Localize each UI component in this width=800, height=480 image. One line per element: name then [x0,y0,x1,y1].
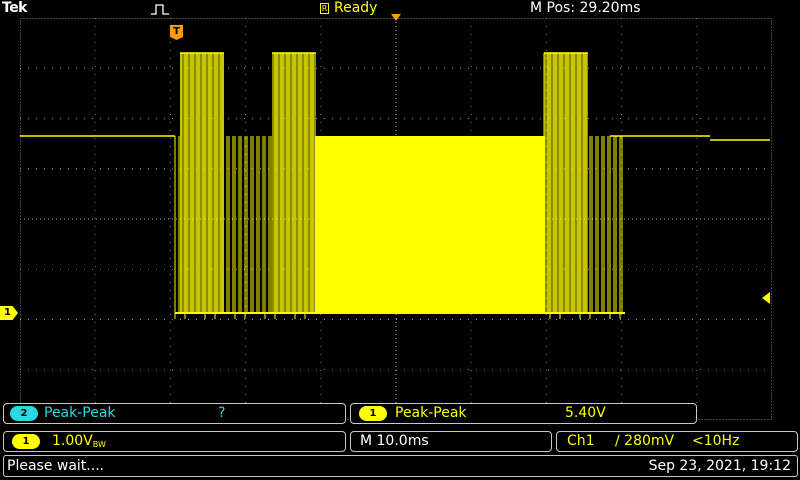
trigger-level-marker[interactable] [762,292,770,304]
trigger-status-box: R [320,3,329,14]
channel1-ground-marker[interactable]: 1 [0,306,18,320]
measurement-type: Peak-Peak [44,405,116,421]
waveform-graticule [20,18,772,420]
trigger-readout[interactable]: Ch1 ∕ 280mV <10Hz [556,431,798,452]
date-time: Sep 23, 2021, 19:12 [648,458,791,474]
vertical-scale: 1.00V [52,433,93,449]
channel2-badge: 2 [10,406,38,421]
channel1-waveform-trace [20,52,770,319]
trigger-position-marker[interactable] [391,14,401,21]
brand-logo: Tek [2,0,28,16]
timebase-value: M 10.0ms [360,433,429,449]
trigger-level: ∕ 280mV [615,433,675,449]
measurement-ch2-peak-peak[interactable]: 2 Peak-Peak ? [3,403,346,424]
square-pulse-icon [151,4,169,15]
status-message: Please wait.... [7,458,105,474]
timebase-readout[interactable]: M 10.0ms [350,431,552,452]
trigger-point-marker: T [170,25,183,40]
trigger-source: Ch1 [567,433,595,449]
channel1-badge: 1 [12,434,40,449]
measurement-value: 5.40V [565,405,606,421]
measurement-value: ? [218,405,226,421]
bandwidth-limit-flag: BW [92,440,106,449]
horizontal-position-readout[interactable]: M Pos: 29.20ms [530,0,641,16]
measurement-type: Peak-Peak [395,405,467,421]
channel1-badge: 1 [359,406,387,421]
trigger-frequency: <10Hz [692,433,740,449]
status-bar: Please wait.... Sep 23, 2021, 19:12 [3,455,798,477]
channel1-scale-readout[interactable]: 1 1.00VBW [3,431,346,452]
measurement-ch1-peak-peak[interactable]: 1 Peak-Peak 5.40V [350,403,697,424]
trigger-status: Ready [334,0,378,16]
top-status-bar: Tek R Ready M Pos: 29.20ms [0,0,800,21]
